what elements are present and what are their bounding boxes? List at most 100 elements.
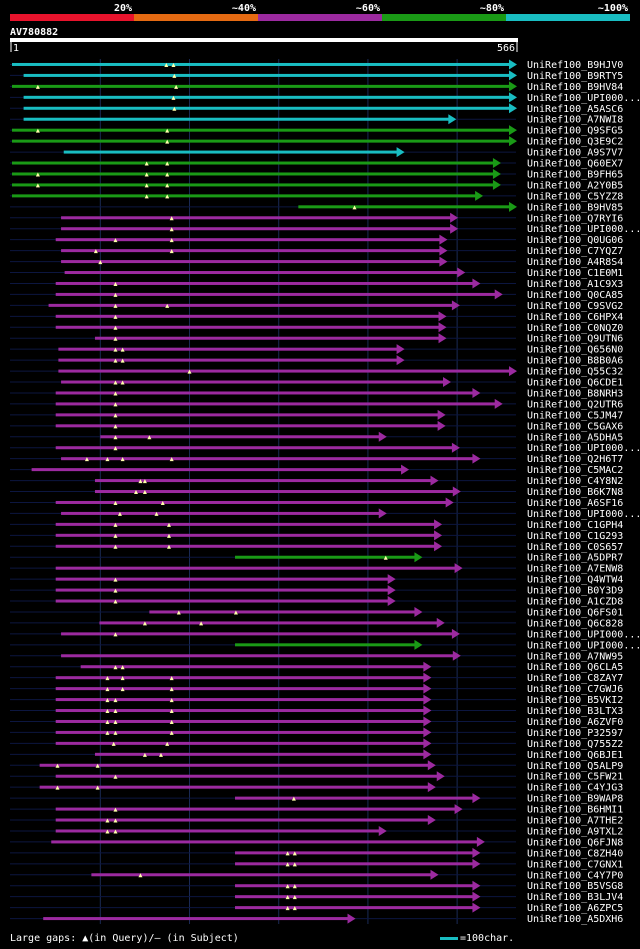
hit-arrow bbox=[434, 541, 443, 552]
hit-label: UniRef100_C0S657 bbox=[527, 542, 623, 553]
query-gap-marker bbox=[35, 183, 40, 188]
hit-row: UniRef100_C5GAX6 bbox=[10, 420, 623, 432]
scale-legend: =100char. bbox=[440, 933, 514, 944]
query-gap-marker bbox=[113, 391, 118, 396]
query-gap-marker bbox=[35, 172, 40, 177]
query-gap-marker bbox=[113, 292, 118, 297]
hit-bar bbox=[64, 271, 459, 275]
hit-bar bbox=[55, 325, 440, 329]
hit-bar bbox=[55, 741, 425, 745]
hit-arrow bbox=[423, 716, 432, 727]
identity-bin-1 bbox=[10, 14, 134, 21]
hit-row: UniRef100_A2Y0B5 bbox=[10, 179, 623, 191]
hit-row: UniRef100_B6HMI1 bbox=[10, 804, 623, 816]
query-gap-marker bbox=[95, 763, 100, 768]
hit-bar bbox=[235, 643, 416, 647]
hit-row: UniRef100_Q7RYI6 bbox=[10, 212, 623, 224]
hit-row: UniRef100_UPI000... bbox=[10, 628, 640, 640]
hit-arrow bbox=[472, 387, 481, 398]
hit-bar bbox=[55, 533, 436, 537]
hit-label: UniRef100_A6ZVF0 bbox=[527, 717, 623, 728]
identity-bin-4 bbox=[382, 14, 506, 21]
hit-bar bbox=[23, 95, 510, 99]
hit-label: UniRef100_A1C9X3 bbox=[527, 279, 623, 290]
hit-bar bbox=[12, 62, 510, 66]
hit-bar bbox=[39, 785, 429, 789]
hit-label: UniRef100_Q9UTN6 bbox=[527, 334, 623, 345]
hit-bar bbox=[94, 752, 425, 756]
hit-arrow bbox=[492, 158, 501, 169]
hit-arrow bbox=[450, 223, 459, 234]
hit-row: UniRef100_A6SF16 bbox=[10, 497, 623, 509]
hit-bar bbox=[43, 917, 349, 921]
query-gap-marker bbox=[172, 106, 177, 111]
hit-label: UniRef100_Q2UTR6 bbox=[527, 399, 623, 410]
identity-bin-label: ~100% bbox=[598, 3, 628, 14]
hit-bar bbox=[55, 730, 425, 734]
query-gap-marker bbox=[93, 249, 98, 254]
hit-row: UniRef100_Q2UTR6 bbox=[10, 398, 623, 410]
hit-row: UniRef100_C5YZZ8 bbox=[10, 190, 623, 202]
hit-row: UniRef100_C5JM47 bbox=[10, 409, 623, 421]
hit-arrow bbox=[378, 508, 387, 519]
hit-row: UniRef100_B3LJV4 bbox=[10, 891, 623, 903]
hit-arrow bbox=[427, 782, 436, 793]
query-gap-marker bbox=[169, 687, 174, 692]
hit-row: UniRef100_Q9SFG5 bbox=[10, 125, 623, 137]
hit-arrow bbox=[454, 804, 463, 815]
hit-arrow bbox=[387, 574, 396, 585]
hit-bar bbox=[61, 216, 452, 220]
query-gap-marker bbox=[113, 435, 118, 440]
query-gap-marker bbox=[164, 62, 169, 67]
hit-arrow bbox=[423, 705, 432, 716]
query-gap-marker bbox=[120, 676, 125, 681]
scale-bar bbox=[440, 936, 458, 940]
query-gap-marker bbox=[113, 522, 118, 527]
query-gap-marker bbox=[105, 818, 110, 823]
hit-label: UniRef100_C1G293 bbox=[527, 531, 623, 542]
identity-bin-2 bbox=[134, 14, 258, 21]
hit-arrow bbox=[439, 256, 448, 267]
hit-bar bbox=[55, 676, 425, 680]
hit-row: UniRef100_A9S7V7 bbox=[10, 147, 623, 159]
query-gap-marker bbox=[142, 752, 147, 757]
hit-row: UniRef100_Q656N0 bbox=[10, 344, 623, 356]
hit-bar bbox=[55, 807, 456, 811]
hit-label: UniRef100_A5DXH6 bbox=[527, 914, 623, 925]
hit-label: UniRef100_C4Y8N2 bbox=[527, 476, 623, 487]
hit-arrow bbox=[472, 880, 481, 891]
hit-row: UniRef100_P32597 bbox=[10, 727, 623, 739]
hit-row: UniRef100_B3LTX3 bbox=[10, 705, 623, 717]
query-gap-marker bbox=[113, 347, 118, 352]
query-gap-marker bbox=[113, 380, 118, 385]
hit-label: UniRef100_B9FH65 bbox=[527, 169, 623, 180]
hit-arrow bbox=[509, 59, 517, 70]
hit-arrow bbox=[434, 519, 443, 530]
query-gap-marker bbox=[133, 490, 138, 495]
query-gap-marker bbox=[292, 895, 297, 900]
hit-bar bbox=[61, 632, 453, 636]
hit-bar bbox=[63, 150, 398, 154]
query-gap-marker bbox=[172, 73, 177, 78]
query-start-label: 1 bbox=[13, 43, 19, 54]
query-gap-marker bbox=[144, 194, 149, 199]
hit-arrow bbox=[378, 431, 387, 442]
hit-arrow bbox=[430, 475, 439, 486]
query-gap-marker bbox=[113, 588, 118, 593]
hit-arrow bbox=[436, 617, 445, 628]
query-gap-marker bbox=[292, 862, 297, 867]
hit-label: UniRef100_Q0UG06 bbox=[527, 235, 623, 246]
hit-row: UniRef100_C8ZAY7 bbox=[10, 672, 623, 684]
hit-bar bbox=[48, 303, 453, 307]
hit-label: UniRef100_Q4WTW4 bbox=[527, 575, 623, 586]
hit-label: UniRef100_A5ASC6 bbox=[527, 104, 623, 115]
hit-row: UniRef100_B9HV84 bbox=[10, 81, 623, 93]
query-gap-marker bbox=[113, 413, 118, 418]
hit-label: UniRef100_B3LJV4 bbox=[527, 892, 623, 903]
hit-label: UniRef100_UPI000... bbox=[527, 224, 640, 235]
query-gap-marker bbox=[105, 709, 110, 714]
query-gap-marker bbox=[142, 490, 147, 495]
query-gap-marker bbox=[113, 325, 118, 330]
hit-label: UniRef100_C4YJG3 bbox=[527, 783, 623, 794]
hit-label: UniRef100_C7GNX1 bbox=[527, 859, 623, 870]
